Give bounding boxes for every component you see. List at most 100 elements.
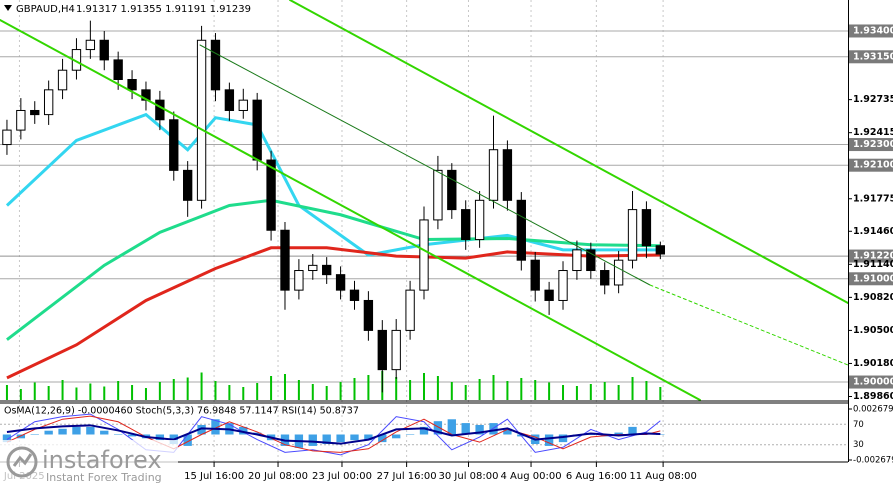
osma-bar bbox=[44, 430, 53, 435]
volume-bar bbox=[47, 386, 50, 400]
osma-bar bbox=[16, 434, 26, 439]
osma-bar bbox=[322, 434, 331, 445]
osma-bar bbox=[113, 434, 123, 435]
volume-bar bbox=[256, 383, 259, 400]
osma-bar bbox=[239, 426, 248, 435]
y-tick-highlight bbox=[849, 249, 893, 263]
osma-bar bbox=[628, 426, 637, 435]
osma-bar bbox=[30, 434, 39, 435]
candle-body bbox=[57, 69, 68, 91]
candle-body bbox=[266, 159, 276, 231]
x-tick-label: 27 Jul 16:00 bbox=[377, 471, 437, 482]
y-tick-label: 1.90500 bbox=[853, 325, 893, 336]
volume-bar bbox=[409, 380, 412, 400]
y-tick-label: 1.91220 bbox=[853, 251, 893, 262]
volume-bar bbox=[200, 372, 203, 400]
candle-body bbox=[322, 264, 332, 276]
volume-bar bbox=[297, 380, 300, 400]
candle-body bbox=[613, 259, 624, 286]
volume-bar bbox=[5, 385, 8, 400]
volume-bar bbox=[61, 380, 64, 400]
candle-body bbox=[488, 149, 499, 201]
candle-body bbox=[16, 109, 26, 131]
osma-bar bbox=[100, 430, 109, 435]
x-tick-label: 30 Jul 08:00 bbox=[439, 471, 499, 482]
volume-bar bbox=[144, 388, 147, 400]
osma-bar bbox=[2, 434, 12, 443]
osma-bar bbox=[503, 428, 512, 435]
osma-bar bbox=[211, 419, 220, 435]
candle-body bbox=[627, 209, 638, 261]
candle-body bbox=[196, 39, 207, 201]
candle-body bbox=[530, 259, 540, 291]
y-tick-label: 1.91140 bbox=[853, 259, 893, 270]
volume-bar bbox=[353, 378, 356, 400]
osma-bar bbox=[461, 423, 470, 435]
indicator-title: OsMA(12,26,9) -0.0000460 Stoch(5,3,3) 76… bbox=[4, 406, 359, 417]
x-tick-label: 20 Jul 08:00 bbox=[248, 471, 308, 482]
candle-body bbox=[461, 209, 471, 241]
volume-bar bbox=[464, 385, 467, 400]
osma-bar bbox=[558, 434, 568, 443]
channel-line bbox=[0, 19, 701, 401]
y-tick-label: 1.90820 bbox=[853, 292, 893, 303]
volume-bar bbox=[436, 376, 439, 400]
y-tick-label: 1.89860 bbox=[853, 391, 893, 402]
volume-bar bbox=[33, 382, 36, 400]
volume-bar bbox=[548, 382, 551, 400]
volume-bar bbox=[89, 383, 92, 400]
y-tick-label: 1.93400 bbox=[853, 25, 893, 36]
y-tick-label: 1.93150 bbox=[853, 51, 893, 62]
y-tick-highlight bbox=[849, 50, 893, 64]
volume-bar bbox=[75, 387, 78, 400]
oscillator-line bbox=[6, 413, 661, 456]
y-tick-label: 1.90180 bbox=[853, 358, 893, 369]
y-tick-highlight bbox=[849, 158, 893, 172]
candle-body bbox=[252, 99, 262, 161]
y-tick-label: 1.91775 bbox=[853, 193, 893, 204]
candle-body bbox=[294, 270, 304, 291]
volume-bar bbox=[534, 380, 537, 400]
logo: instaforex Instant Forex Trading bbox=[0, 440, 178, 486]
volume-bar bbox=[520, 378, 523, 400]
logo-backdrop bbox=[0, 440, 178, 486]
osma-bar bbox=[72, 426, 81, 435]
candle-body bbox=[502, 149, 513, 201]
logo-icon bbox=[6, 446, 38, 478]
candle-body bbox=[210, 39, 221, 91]
osma-bar bbox=[614, 432, 623, 435]
osma-bar bbox=[378, 434, 387, 443]
volume-bar bbox=[631, 377, 634, 400]
osma-bar bbox=[86, 426, 95, 435]
volume-bar bbox=[506, 381, 509, 400]
candle-body bbox=[391, 329, 401, 371]
candle-body bbox=[600, 270, 610, 286]
volume-bar bbox=[270, 376, 273, 400]
candle-body bbox=[127, 79, 137, 91]
price-layer bbox=[2, 20, 665, 456]
candle-body bbox=[558, 270, 568, 301]
volume-bar bbox=[575, 386, 578, 400]
volume-bar bbox=[562, 385, 565, 400]
candle-body bbox=[405, 289, 415, 331]
candle-body bbox=[433, 169, 443, 221]
volume-bar bbox=[131, 385, 134, 400]
candle-body bbox=[43, 89, 54, 116]
volume-bar bbox=[117, 381, 120, 400]
osma-bar bbox=[489, 423, 498, 435]
volume-bar bbox=[617, 385, 620, 400]
volume-bar bbox=[103, 386, 106, 400]
candle-body bbox=[169, 119, 179, 171]
candle-body bbox=[474, 199, 485, 241]
volume-bar bbox=[478, 379, 481, 400]
candle-body bbox=[30, 109, 40, 116]
menu-arrow[interactable] bbox=[4, 5, 12, 11]
osma-bar bbox=[656, 434, 665, 435]
logo-icon-mark bbox=[12, 453, 33, 467]
candle-body bbox=[516, 199, 526, 261]
volume-bar bbox=[645, 381, 648, 400]
candle-body bbox=[349, 289, 360, 301]
candle-body bbox=[113, 59, 123, 81]
volume-bar bbox=[450, 382, 453, 400]
